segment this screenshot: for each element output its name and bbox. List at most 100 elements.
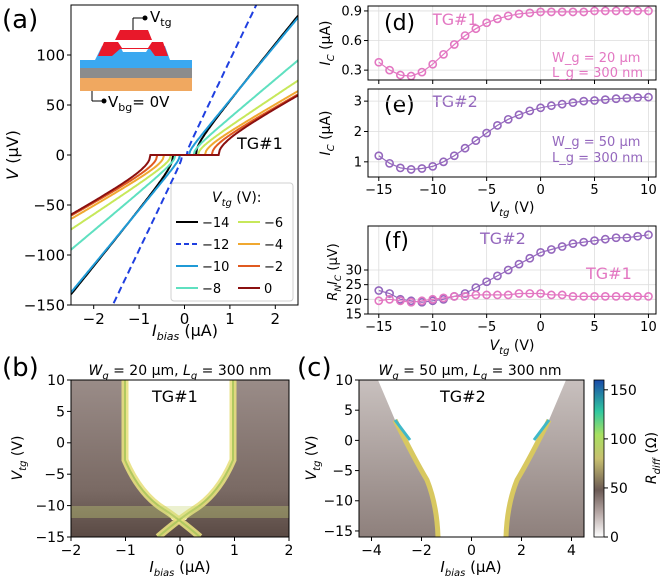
data-point (439, 293, 448, 303)
data-point (590, 291, 599, 301)
series-line (378, 292, 649, 303)
x-tick-label: 2 (285, 543, 294, 559)
y-tick-label: 50 (46, 96, 65, 114)
data-point (611, 6, 621, 16)
data-point (385, 294, 394, 304)
series-line (378, 234, 649, 303)
y-tick-label: −10 (35, 499, 65, 515)
data-point (525, 8, 535, 18)
panel-c-ylabel: Vtg (V) (304, 436, 323, 481)
data-point (374, 286, 384, 295)
data-point (493, 121, 502, 130)
data-point (460, 291, 470, 301)
data-point (482, 18, 492, 28)
colorbar-ticks: 0 50 100 150 (604, 383, 637, 546)
panel-f-tag: (f) (384, 229, 409, 254)
data-point (503, 11, 513, 21)
series-line (378, 10, 649, 77)
inset-bottom-label: Vbg= 0V (108, 93, 170, 114)
y-tick-label: 100 (36, 46, 65, 64)
data-point (611, 94, 621, 104)
y-tick-label: 10 (47, 373, 65, 389)
data-point (482, 128, 492, 138)
panel-c-label: TG#2 (439, 387, 486, 406)
panel-a-annotation: TG#1 (236, 134, 283, 153)
colorbar-tick-label: 0 (610, 530, 619, 546)
x-tick-label: 10 (640, 320, 657, 335)
panel-b-xlabel: Ibias (µA) (149, 558, 210, 579)
y-tick-label: 0 (344, 433, 353, 449)
data-point (460, 289, 470, 298)
panel-d-points (368, 6, 656, 81)
panel-a-ylabel: V (µV) (3, 130, 22, 180)
data-point (395, 296, 405, 306)
x-tick-label: 0 (536, 320, 544, 335)
data-point (557, 99, 567, 109)
legend-entry: −2 (264, 260, 283, 275)
data-point (633, 291, 643, 301)
y-tick-label: 0.9 (341, 4, 362, 19)
panel-d-ticks: 0.3 0.6 0.9 (341, 4, 649, 84)
panel-e-xlabel: Vtg (V) (490, 200, 535, 219)
x-tick-label: −2 (411, 543, 432, 559)
panel-d-ylabel: IC (µA) (318, 21, 337, 66)
data-point (633, 93, 643, 102)
x-tick-label: 5 (590, 183, 598, 198)
data-point (536, 247, 545, 257)
y-tick-label: 10 (335, 373, 353, 389)
data-point (557, 290, 567, 300)
data-point (417, 67, 427, 77)
x-tick-label: 2 (271, 310, 281, 328)
data-point (385, 158, 394, 168)
inset-top-label: Vtg (150, 8, 172, 29)
data-point (622, 233, 632, 243)
x-tick-label: −5 (477, 183, 496, 198)
data-point (600, 6, 610, 16)
y-tick-label: −10 (323, 494, 353, 510)
panel-e-note-2: L_g = 300 nm (552, 151, 643, 166)
y-tick-label: 25 (345, 278, 362, 293)
legend-title: Vtg (V): (212, 190, 262, 209)
data-point (644, 92, 653, 102)
panel-d-note-1: W_g = 20 µm (552, 51, 640, 66)
x-tick-label: −2 (83, 310, 105, 328)
data-point (557, 7, 567, 17)
data-point (546, 101, 556, 111)
data-point (374, 57, 384, 67)
data-point (568, 7, 578, 17)
data-point (449, 151, 459, 161)
data-point (417, 296, 427, 306)
x-tick-label: 0 (180, 310, 190, 328)
data-point (395, 163, 405, 173)
data-point (622, 291, 632, 301)
data-point (590, 236, 599, 246)
data-point (525, 253, 535, 263)
series-line (378, 96, 649, 171)
panel-d-label: TG#1 (431, 10, 478, 29)
data-point (406, 297, 416, 307)
panel-d-tag: (d) (384, 11, 415, 36)
panel-f-series-tg1: TG#1 (585, 264, 632, 283)
legend-entry: −14 (202, 216, 229, 231)
data-point (428, 294, 438, 304)
data-point (633, 231, 643, 241)
data-point (546, 245, 556, 254)
panel-a-lines (71, 5, 298, 305)
data-point (579, 7, 589, 17)
device-inset: Vtg Vbg= 0V (80, 8, 192, 114)
colorbar (593, 379, 605, 538)
data-point (385, 65, 394, 75)
x-tick-label: 0 (467, 543, 476, 559)
panel-f-ylabel: RNIC (µV) (326, 243, 344, 300)
data-point (374, 296, 384, 306)
data-point (546, 7, 556, 17)
data-point (525, 289, 535, 298)
x-tick-label: −2 (61, 543, 82, 559)
legend-entry: −4 (264, 238, 283, 253)
data-point (428, 161, 438, 171)
legend-entry: −6 (264, 216, 283, 231)
panel-c-ticks: −4 −2 0 2 4 10 5 0 −5 −10 −15 (323, 373, 576, 559)
